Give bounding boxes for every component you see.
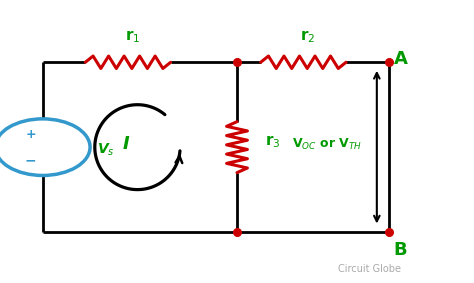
Text: A: A [393, 50, 408, 68]
Text: +: + [26, 128, 36, 141]
Text: V$_{OC}$ or V$_{TH}$: V$_{OC}$ or V$_{TH}$ [292, 137, 362, 152]
Text: I: I [122, 135, 129, 153]
Text: r$_1$: r$_1$ [125, 28, 140, 45]
Text: −: − [25, 153, 36, 167]
Text: B: B [394, 241, 407, 260]
Text: Circuit Globe: Circuit Globe [338, 264, 401, 274]
Text: r$_3$: r$_3$ [265, 133, 280, 150]
Text: V$_s$: V$_s$ [97, 142, 115, 158]
Text: r$_2$: r$_2$ [301, 28, 316, 45]
